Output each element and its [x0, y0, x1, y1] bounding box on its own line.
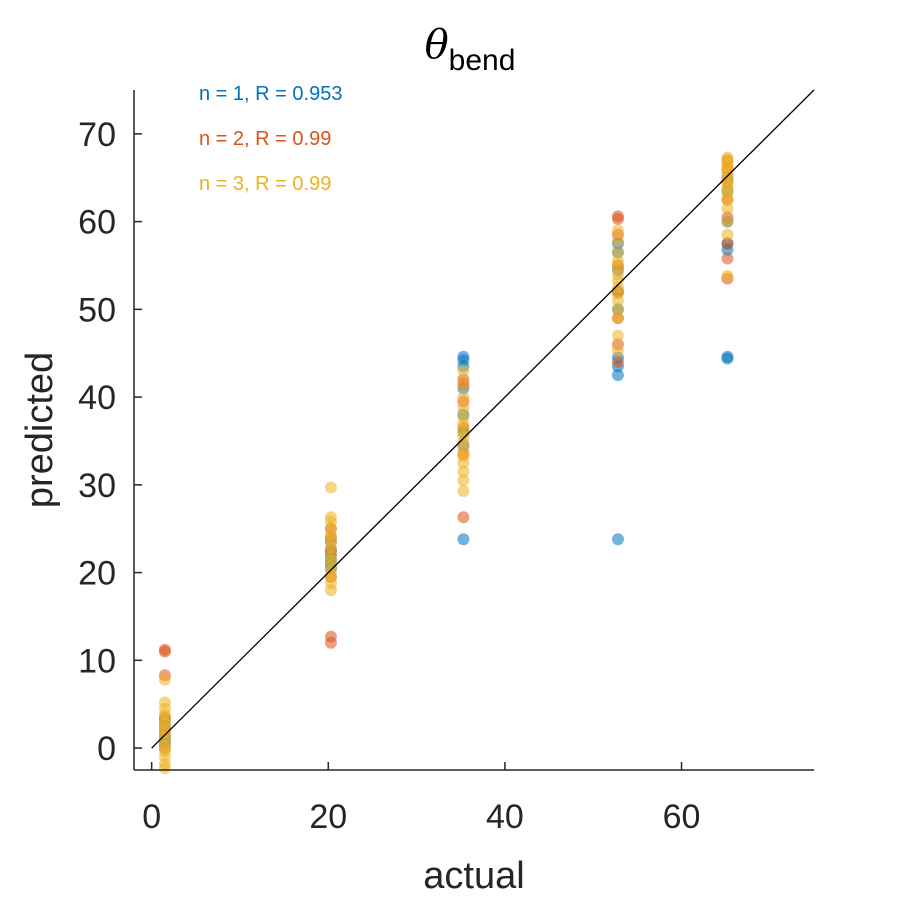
data-point: [457, 391, 470, 404]
data-point: [611, 303, 624, 316]
y-tick-label: 30: [78, 467, 116, 505]
y-axis-ticks: 0 10 20 30 40 50 60 70: [78, 116, 142, 768]
data-point: [611, 255, 624, 268]
y-tick-label: 60: [78, 204, 116, 242]
data-point: [721, 228, 734, 241]
data-point: [457, 511, 470, 524]
x-tick-label: 0: [142, 798, 161, 836]
data-point: [457, 350, 470, 363]
x-axis-label: actual: [423, 855, 524, 897]
data-point: [611, 356, 624, 368]
data-point: [721, 151, 734, 164]
data-point: [457, 377, 470, 390]
x-tick-label: 60: [663, 798, 701, 836]
data-point: [457, 410, 470, 423]
data-point: [611, 329, 624, 342]
data-point: [611, 234, 624, 247]
chart-title-symbol: θ: [425, 22, 449, 68]
points-layer: [158, 151, 734, 775]
chart-title: θbend: [425, 22, 516, 77]
y-tick-label: 70: [78, 116, 116, 154]
data-point: [457, 474, 470, 487]
data-point: [611, 210, 624, 223]
data-point: [721, 237, 734, 250]
legend-entry: n = 3, R = 0.99: [199, 173, 331, 195]
data-point: [158, 643, 171, 656]
y-tick-label: 50: [78, 291, 116, 329]
legend-entry: n = 2, R = 0.99: [199, 128, 331, 150]
legend: n = 1, R = 0.953 n = 2, R = 0.99 n = 3, R …: [199, 83, 342, 195]
data-point: [721, 252, 734, 265]
data-point: [721, 202, 734, 215]
data-point: [324, 511, 337, 524]
data-point: [457, 465, 470, 478]
x-axis-ticks: 0 20 40 60: [142, 762, 700, 836]
data-point: [457, 533, 470, 546]
data-point: [611, 246, 624, 259]
data-point: [457, 484, 470, 497]
data-point: [721, 215, 734, 228]
data-point: [158, 673, 171, 686]
chart-title-subscript: bend: [449, 44, 516, 77]
data-point: [611, 344, 624, 357]
series-3-points: [158, 151, 734, 775]
series-1-points: [158, 171, 734, 750]
x-tick-label: 20: [309, 798, 347, 836]
y-tick-label: 10: [78, 642, 116, 680]
data-point: [611, 369, 624, 382]
data-point: [721, 270, 734, 283]
y-tick-label: 0: [97, 730, 116, 768]
y-tick-label: 40: [78, 379, 116, 417]
legend-entry: n = 1, R = 0.953: [199, 83, 342, 105]
data-point: [324, 630, 337, 643]
data-point: [721, 350, 734, 363]
data-point: [158, 696, 171, 709]
y-axis-label: predicted: [19, 352, 61, 508]
data-point: [457, 401, 470, 414]
data-point: [611, 224, 624, 237]
data-point: [611, 312, 624, 325]
data-point: [457, 364, 470, 377]
series-2-points: [158, 154, 734, 755]
x-tick-label: 40: [486, 798, 524, 836]
data-point: [324, 481, 337, 494]
identity-reference-line: [151, 89, 815, 749]
data-point: [611, 533, 624, 546]
y-tick-label: 20: [78, 555, 116, 593]
